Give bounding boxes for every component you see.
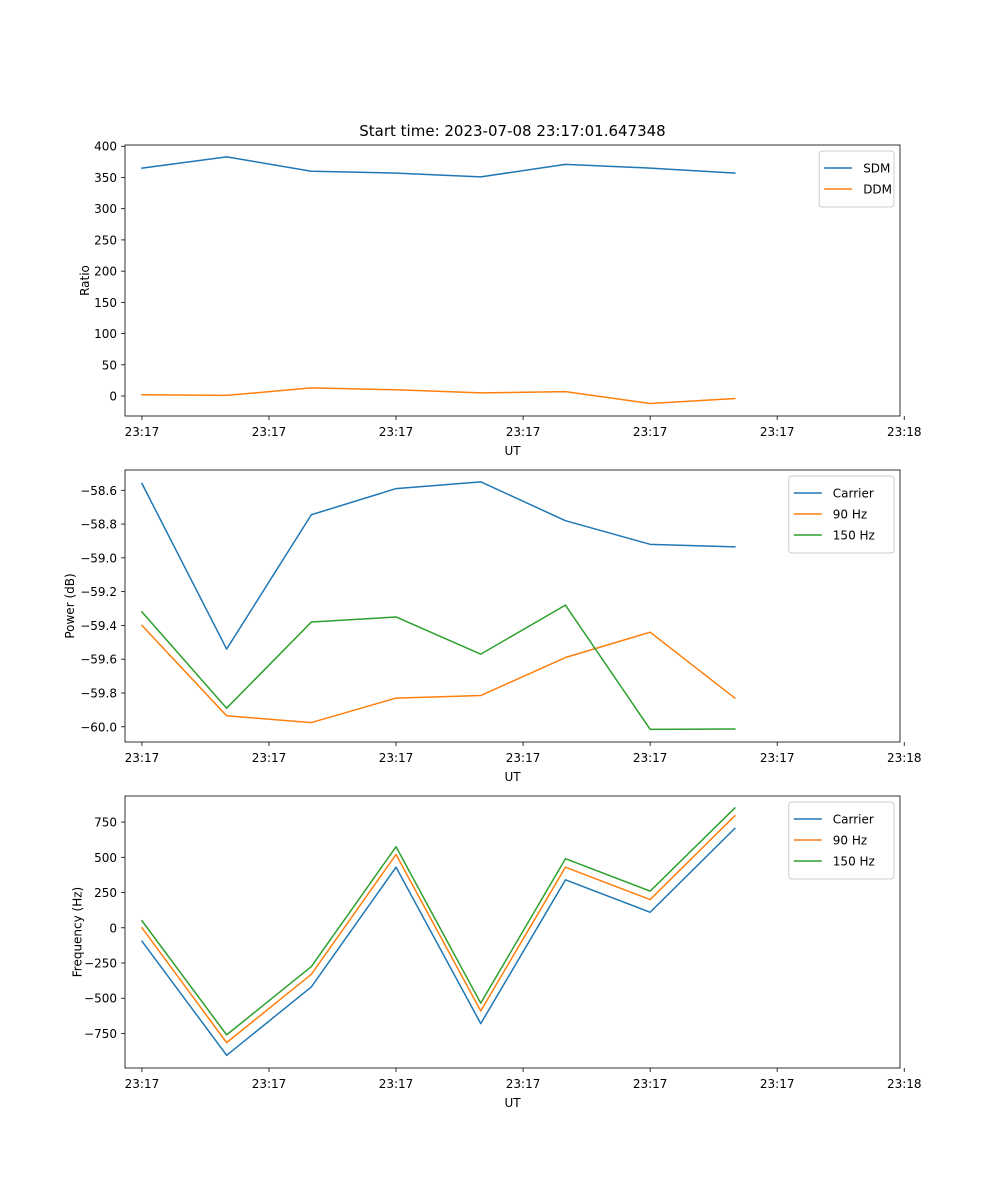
chart2-legend-label-carrier: Carrier (833, 487, 874, 501)
chart3-legend-label-90-hz: 90 Hz (833, 834, 867, 848)
chart3-x-axis-label: UT (504, 1096, 521, 1110)
chart1-x-tick-label: 23:17 (125, 425, 160, 439)
chart2-x-axis-label: UT (504, 770, 521, 784)
chart2-x-tick-label: 23:17 (633, 751, 668, 765)
chart2-legend: Carrier 90 Hz 150 Hz (788, 475, 895, 554)
chart3-x-tick-label: 23:17 (760, 1077, 795, 1091)
chart3-x-tick-label: 23:17 (125, 1077, 160, 1091)
chart3-y-tick-label: 500 (94, 851, 117, 865)
chart1-y-tick-label: 50 (102, 358, 117, 372)
chart1-x-tick-label: 23:18 (887, 425, 922, 439)
chart1-y-tick-label: 300 (94, 202, 117, 216)
chart3-y-tick-label: 250 (94, 886, 117, 900)
chart1-legend-label-ddm: DDM (863, 183, 892, 197)
chart2-y-tick-label: −58.8 (80, 518, 117, 532)
chart3-y-tick-label: 750 (94, 816, 117, 830)
chart1-x-tick-label: 23:17 (760, 425, 795, 439)
chart2-legend-box (788, 475, 895, 554)
chart3-legend: Carrier 90 Hz 150 Hz (788, 801, 895, 880)
chart2-legend-label-150-hz: 150 Hz (833, 529, 875, 543)
chart1-series-ddm-line (141, 387, 736, 405)
chart1-y-tick-label: 250 (94, 233, 117, 247)
chart3-y-tick-label: 0 (109, 921, 117, 935)
chart2-y-tick-label: −58.6 (80, 484, 117, 498)
chart2-legend-label-90-hz: 90 Hz (833, 508, 867, 522)
chart2-y-axis-label: Power (dB) (63, 573, 77, 638)
chart2-series-90-hz-line (140, 624, 736, 724)
chart3-y-tick-label: −750 (84, 1027, 117, 1041)
chart1-y-tick-label: 0 (109, 390, 117, 404)
chart1-y-tick-label: 350 (94, 171, 117, 185)
chart3-axes-frame (124, 795, 901, 1069)
chart2-x-tick-label: 23:17 (506, 751, 541, 765)
subplot-ratio: 23:17 23:17 23:17 23:17 23:17 23:17 23:18 0 50 10… (78, 140, 922, 458)
chart2-y-tick-label: −60.0 (80, 720, 117, 734)
chart2-y-tick-label: −59.8 (80, 687, 117, 701)
chart2-x-tick-label: 23:18 (887, 751, 922, 765)
chart1-x-tick-label: 23:17 (506, 425, 541, 439)
chart3-x-tick-label: 23:17 (252, 1077, 287, 1091)
chart3-y-tick-label: −500 (84, 992, 117, 1006)
subplot-frequency: 23:17 23:17 23:17 23:17 23:17 23:17 23:18 −750 −… (70, 795, 922, 1110)
chart3-series-carrier-line (140, 827, 736, 1057)
chart1-x-tick-label: 23:17 (252, 425, 287, 439)
chart2-x-tick-label: 23:17 (760, 751, 795, 765)
chart1-legend-label-sdm: SDM (863, 162, 890, 176)
chart1-x-axis-label: UT (504, 444, 521, 458)
figure-title: Start time: 2023-07-08 23:17:01.647348 (359, 122, 665, 140)
chart3-series-90-hz-line (140, 814, 736, 1044)
chart1-axes-frame (124, 144, 901, 417)
chart2-axes-frame (124, 469, 901, 743)
chart3-y-axis-label: Frequency (Hz) (70, 887, 84, 978)
chart2-x-tick-label: 23:17 (379, 751, 414, 765)
chart3-x-tick-label: 23:18 (887, 1077, 922, 1091)
chart1-legend: SDM DDM (818, 150, 895, 208)
chart1-legend-box (818, 150, 895, 208)
chart3-x-tick-label: 23:17 (506, 1077, 541, 1091)
chart2-y-tick-label: −59.2 (80, 585, 117, 599)
chart2-x-tick-label: 23:17 (125, 751, 160, 765)
chart1-y-axis-label: Ratio (78, 265, 92, 296)
chart2-y-tick-label: −59.4 (80, 619, 117, 633)
chart3-x-tick-label: 23:17 (379, 1077, 414, 1091)
chart3-x-tick-label: 23:17 (633, 1077, 668, 1091)
chart2-series-carrier-line (140, 481, 736, 650)
chart1-y-tick-label: 400 (94, 140, 117, 154)
chart3-legend-label-carrier: Carrier (833, 813, 874, 827)
chart2-y-tick-label: −59.0 (80, 551, 117, 565)
chart1-y-tick-label: 150 (94, 296, 117, 310)
chart3-series-150-hz-line (140, 806, 736, 1036)
chart1-series-sdm-line (141, 156, 736, 178)
subplot-power: 23:17 23:17 23:17 23:17 23:17 23:17 23:18 −60.0… (63, 469, 922, 784)
chart1-y-tick-label: 100 (94, 327, 117, 341)
chart2-series-150-hz-line (140, 604, 736, 731)
chart3-legend-label-150-hz: 150 Hz (833, 855, 875, 869)
chart2-x-tick-label: 23:17 (252, 751, 287, 765)
chart1-x-tick-label: 23:17 (633, 425, 668, 439)
chart1-y-tick-label: 200 (94, 265, 117, 279)
chart3-legend-box (788, 801, 895, 880)
chart1-x-tick-label: 23:17 (379, 425, 414, 439)
chart2-y-tick-label: −59.6 (80, 653, 117, 667)
chart3-y-tick-label: −250 (84, 957, 117, 971)
